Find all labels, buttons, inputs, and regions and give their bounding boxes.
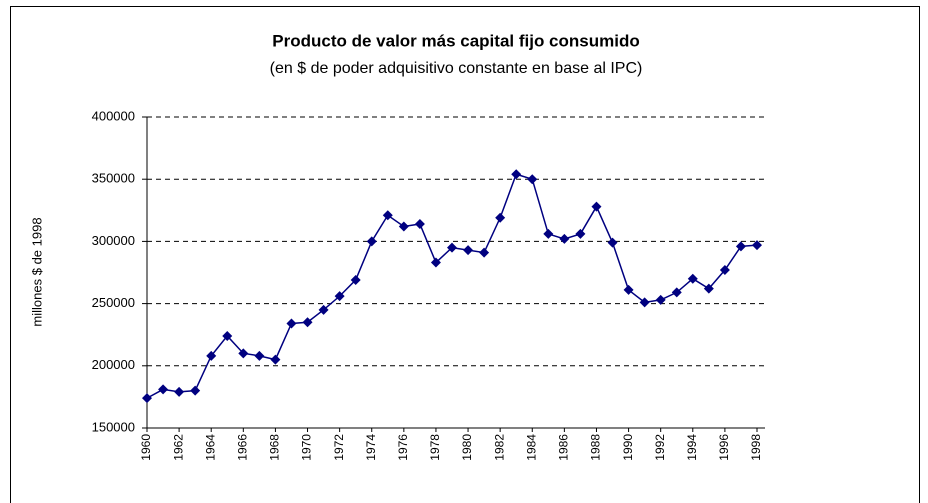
- data-point: [447, 242, 457, 253]
- data-point: [270, 354, 281, 365]
- x-tick-label: 1976: [396, 434, 410, 461]
- x-tick-label: 1990: [621, 434, 635, 461]
- data-point: [735, 241, 746, 252]
- data-point: [543, 228, 554, 239]
- y-axis-label: millones $ de 1998: [29, 217, 44, 326]
- data-point: [286, 318, 297, 329]
- data-point: [318, 304, 329, 315]
- x-tick-label: 1972: [332, 434, 346, 461]
- data-point: [511, 169, 522, 180]
- data-point: [174, 386, 185, 397]
- x-tick-label: 1962: [171, 434, 185, 461]
- y-tick-label: 400000: [92, 108, 135, 123]
- x-tick-label: 1964: [203, 434, 217, 461]
- y-tick-label: 150000: [92, 419, 135, 434]
- data-point: [591, 201, 602, 212]
- data-point: [639, 297, 650, 308]
- x-tick-label: 1988: [589, 434, 603, 461]
- data-point: [687, 273, 698, 284]
- data-point: [206, 350, 217, 361]
- x-tick-label: 1982: [492, 434, 506, 461]
- data-point: [479, 247, 490, 258]
- x-tick-label: 1986: [557, 434, 571, 461]
- data-point: [559, 233, 570, 244]
- data-point: [495, 212, 506, 223]
- x-tick-label: 1996: [717, 434, 731, 461]
- y-tick-label: 200000: [92, 357, 135, 372]
- data-point: [350, 274, 361, 285]
- data-point: [334, 291, 345, 302]
- data-point: [430, 257, 441, 268]
- x-tick-label: 1974: [364, 434, 378, 461]
- y-tick-label: 250000: [92, 295, 135, 310]
- data-point: [398, 221, 409, 232]
- data-point: [302, 317, 313, 328]
- x-tick-label: 1984: [524, 434, 538, 461]
- data-point: [623, 284, 634, 295]
- x-tick-label: 1978: [428, 434, 442, 461]
- x-tick-label: 1960: [139, 434, 153, 461]
- chart-title: Producto de valor más capital fijo consu…: [272, 31, 639, 50]
- data-point: [222, 330, 233, 341]
- data-point: [190, 385, 201, 396]
- data-point: [142, 393, 152, 404]
- data-point: [527, 174, 538, 185]
- data-point: [463, 245, 474, 256]
- data-point: [366, 236, 377, 247]
- data-point: [575, 228, 586, 239]
- data-point: [655, 294, 666, 305]
- data-point: [158, 384, 169, 395]
- y-tick-label: 300000: [92, 233, 135, 248]
- data-point: [607, 237, 618, 248]
- x-tick-label: 1970: [300, 434, 314, 461]
- x-tick-label: 1980: [460, 434, 474, 461]
- data-point: [382, 210, 393, 221]
- x-tick-label: 1968: [268, 434, 282, 461]
- data-point: [752, 240, 762, 251]
- data-point: [719, 265, 730, 276]
- y-tick-label: 350000: [92, 171, 135, 186]
- x-tick-label: 1994: [685, 434, 699, 461]
- data-point: [703, 283, 714, 294]
- chart-frame: [10, 6, 920, 503]
- data-point: [238, 348, 249, 359]
- data-point: [414, 218, 425, 229]
- x-tick-label: 1966: [235, 434, 249, 461]
- data-point: [671, 287, 682, 298]
- data-point: [254, 350, 265, 361]
- x-tick-label: 1998: [749, 434, 763, 461]
- chart-subtitle: (en $ de poder adquisitivo constante en …: [270, 60, 643, 77]
- x-tick-label: 1992: [653, 434, 667, 461]
